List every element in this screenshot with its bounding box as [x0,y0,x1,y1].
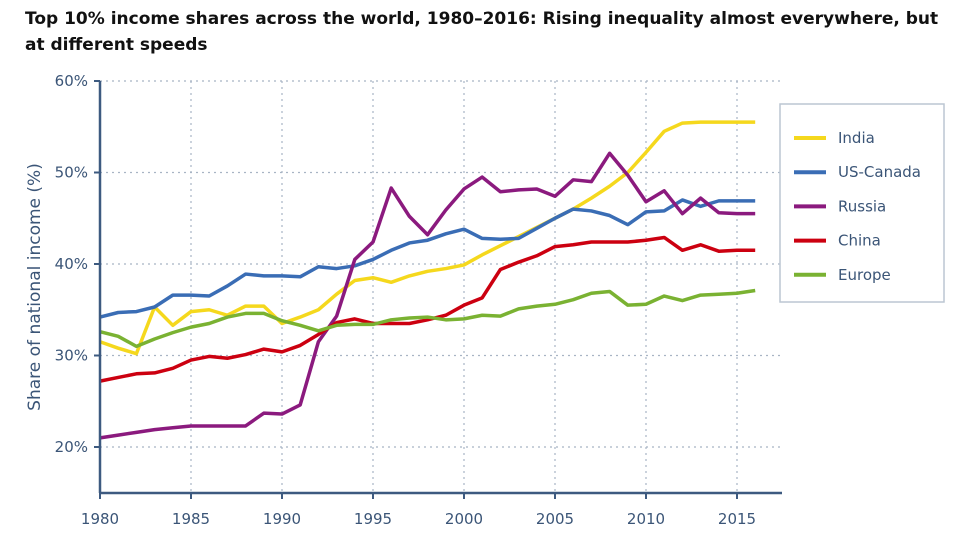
chart-title: Top 10% income shares across the world, … [25,9,939,55]
series-line-europe [99,288,756,349]
x-tick-label: 2015 [718,510,756,528]
legend-label: US-Canada [838,163,921,181]
y-tick-label: 50% [55,164,88,182]
x-tick-label: 1985 [172,510,210,528]
y-tick-label: 30% [55,347,88,365]
x-tick-label: 2010 [627,510,665,528]
y-axis-label: Share of national income (%) [25,163,45,411]
x-tick-label: 2000 [445,510,483,528]
y-tick-label: 40% [55,255,88,273]
x-tick-label: 2005 [536,510,574,528]
series-line-china [99,235,756,383]
y-tick-label: 60% [55,72,88,90]
legend-label: India [838,129,875,147]
x-tick-label: 1990 [263,510,301,528]
grid [100,80,782,493]
series-line-us-canada [99,198,756,319]
series-line-india [99,120,756,356]
legend-label: Russia [838,197,886,215]
legend-label: China [838,232,881,250]
legend-label: Europe [838,266,891,284]
series-lines [99,120,756,440]
legend: India US-Canada Russia China Europe [779,103,945,303]
axes: 1980 1985 1990 1995 2000 2005 2010 2015 20% 30% 40… [55,72,782,528]
x-tick-label: 1980 [81,510,119,528]
series-line-russia [99,151,756,440]
y-tick-label: 20% [55,438,88,456]
x-tick-label: 1995 [354,510,392,528]
